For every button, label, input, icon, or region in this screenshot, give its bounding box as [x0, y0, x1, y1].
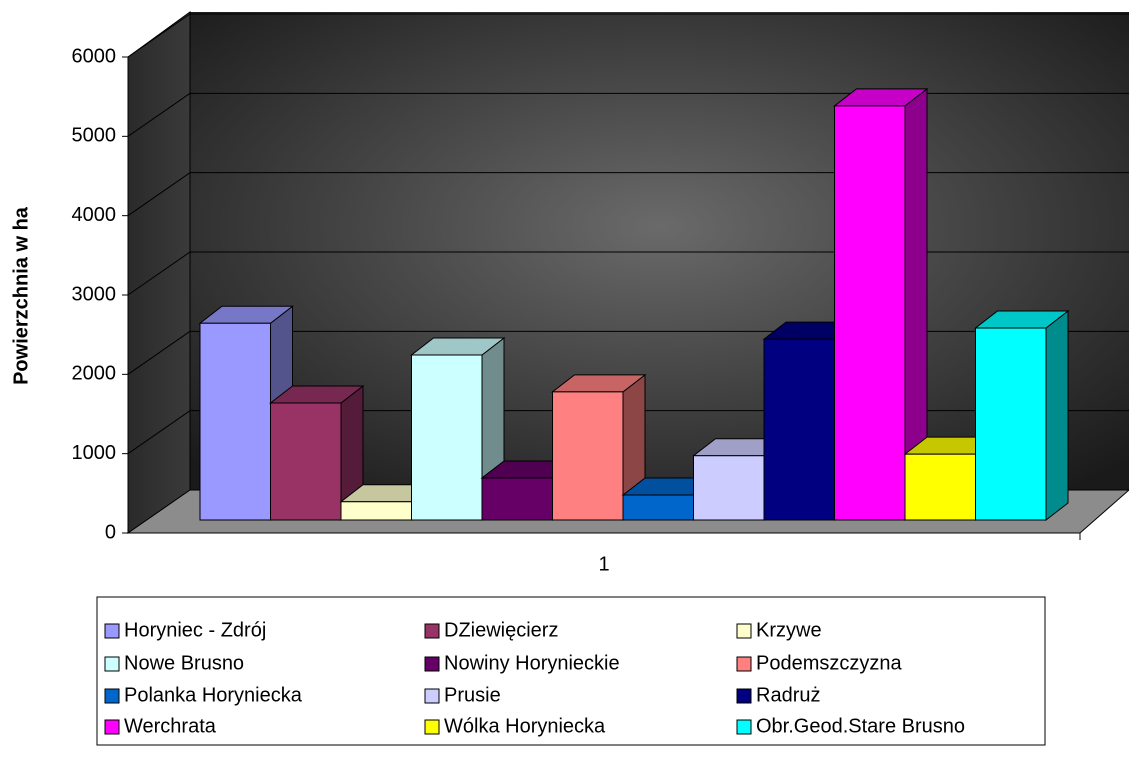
y-tick-label: 1000 [72, 442, 117, 464]
legend-swatch [736, 719, 752, 735]
legend-label: Wólka Horyniecka [444, 715, 606, 737]
x-tick-label: 1 [598, 553, 609, 575]
bar [763, 338, 835, 521]
legend [96, 596, 1046, 746]
legend-swatch [104, 688, 120, 704]
y-tick-label: 6000 [72, 45, 117, 67]
bar [270, 402, 342, 521]
bar [975, 327, 1047, 521]
bar [693, 455, 765, 521]
bar [481, 477, 553, 521]
grid-line [127, 251, 191, 296]
legend-label: Obr.Geod.Stare Brusno [756, 715, 965, 737]
legend-label: Horyniec - Zdrój [124, 619, 266, 641]
legend-label: Polanka Horyniecka [124, 684, 303, 706]
legend-label: Prusie [444, 684, 501, 706]
legend-label: DZiewięcierz [444, 619, 558, 641]
bar [199, 322, 271, 521]
grid-line [127, 410, 191, 455]
legend-swatch [424, 719, 440, 735]
legend-swatch [104, 656, 120, 672]
bar [340, 501, 412, 521]
y-tick-label: 3000 [72, 283, 117, 305]
legend-swatch [424, 688, 440, 704]
legend-swatch [104, 623, 120, 639]
legend-swatch [736, 688, 752, 704]
legend-label: Krzywe [756, 619, 822, 641]
legend-label: Werchrata [124, 715, 217, 737]
bar [411, 354, 483, 521]
grid-line [127, 330, 191, 375]
y-axis-title: Powierzchnia w ha [10, 206, 32, 385]
legend-swatch [104, 719, 120, 735]
legend-swatch [736, 623, 752, 639]
grid-line [127, 13, 191, 58]
side-wall [127, 11, 191, 534]
bar-side [1045, 309, 1069, 522]
legend-label: Nowiny Horynieckie [444, 652, 620, 674]
legend-label: Radruż [756, 684, 820, 706]
y-tick-label: 4000 [72, 204, 117, 226]
bar [834, 105, 906, 521]
y-tick-label: 5000 [72, 125, 117, 147]
legend-swatch [736, 656, 752, 672]
grid-line [127, 92, 191, 137]
legend-label: Nowe Brusno [124, 652, 244, 674]
bar [904, 453, 976, 521]
y-tick-label: 2000 [72, 363, 117, 385]
legend-swatch [424, 623, 440, 639]
y-tick-label: 0 [105, 521, 116, 543]
bar [552, 391, 624, 521]
bar [622, 494, 694, 521]
grid-line [127, 172, 191, 217]
legend-label: Podemszczyzna [756, 652, 902, 674]
legend-swatch [424, 656, 440, 672]
